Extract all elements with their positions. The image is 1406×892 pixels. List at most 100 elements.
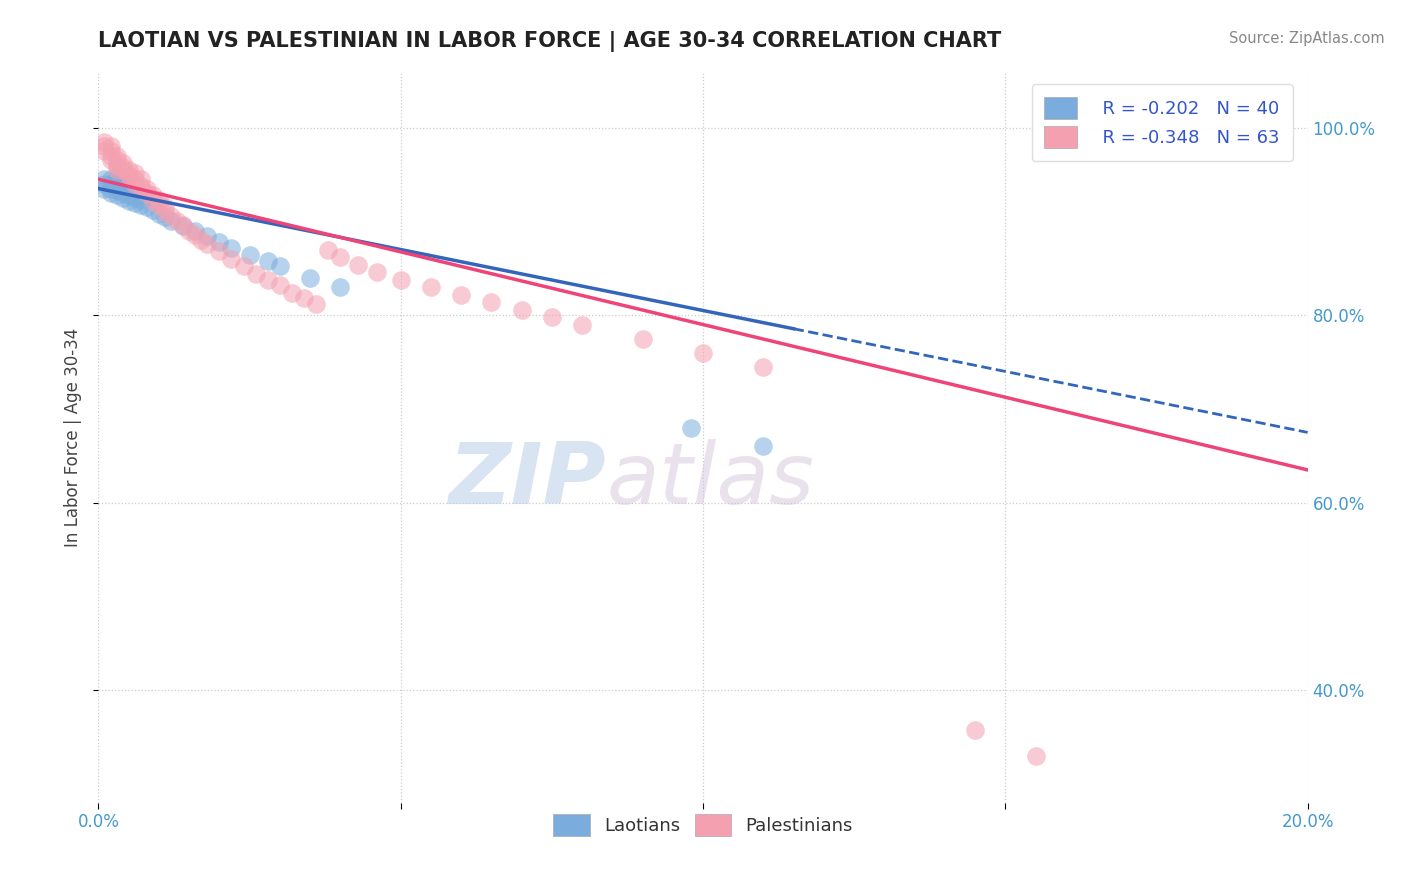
Point (752, 359, 775, 374)
Point (105, 158, 128, 172)
Point (124, 166, 146, 180)
Point (172, 219, 194, 233)
Point (129, 197, 152, 211)
Point (153, 205, 176, 219)
Point (100, 153, 122, 168)
Point (420, 280, 443, 294)
Point (105, 149, 128, 163)
Point (129, 172, 152, 186)
Point (166, 214, 188, 228)
Point (118, 168, 141, 182)
Point (1024, 748, 1046, 763)
Point (245, 267, 267, 281)
Point (148, 207, 170, 221)
Point (153, 200, 176, 214)
Point (105, 169, 128, 184)
Point (184, 224, 207, 238)
Point (305, 297, 328, 311)
Point (221, 252, 243, 266)
Point (124, 191, 146, 205)
Point (105, 175, 128, 189)
Point (142, 194, 165, 208)
Point (105, 158, 128, 172)
Point (118, 188, 141, 202)
Point (111, 156, 134, 170)
Point (124, 177, 146, 191)
Point (124, 195, 146, 210)
Point (292, 291, 315, 305)
Point (118, 169, 141, 184)
Point (172, 218, 194, 232)
Point (105, 184, 128, 198)
Point (111, 181, 134, 195)
Point (389, 272, 412, 286)
Point (256, 253, 278, 268)
Point (105, 153, 128, 168)
Point (190, 233, 212, 247)
Point (93, 181, 115, 195)
Point (100, 181, 122, 195)
Point (153, 210, 176, 224)
Point (239, 248, 262, 262)
Point (118, 194, 141, 208)
Point (347, 258, 370, 272)
Point (111, 191, 134, 205)
Point (135, 181, 157, 195)
Legend: Laotians, Palestinians: Laotians, Palestinians (544, 805, 862, 845)
Point (269, 278, 291, 293)
Point (540, 310, 562, 324)
Point (148, 193, 170, 207)
Point (93, 135, 115, 149)
Point (100, 172, 122, 186)
Point (221, 241, 243, 255)
Point (329, 250, 352, 264)
Point (195, 229, 218, 244)
Point (100, 149, 122, 163)
Point (208, 235, 231, 249)
Point (118, 162, 141, 177)
Point (571, 318, 593, 332)
Point (195, 236, 218, 251)
Point (93, 172, 115, 186)
Point (160, 209, 183, 223)
Point (93, 144, 115, 158)
Point (111, 162, 134, 177)
Point (142, 203, 165, 218)
Point (93, 139, 115, 153)
Point (105, 178, 128, 193)
Point (281, 285, 304, 300)
Point (160, 214, 183, 228)
Point (100, 144, 122, 158)
Point (111, 160, 134, 174)
Point (329, 280, 352, 294)
Point (481, 295, 503, 310)
Point (129, 178, 152, 193)
Point (135, 200, 157, 214)
Point (269, 260, 291, 274)
Point (111, 186, 134, 201)
Point (105, 188, 128, 202)
Point (692, 345, 714, 359)
Point (118, 184, 141, 198)
Point (631, 332, 654, 346)
Point (105, 162, 128, 177)
Point (450, 287, 472, 301)
Point (129, 193, 152, 207)
Text: LAOTIAN VS PALESTINIAN IN LABOR FORCE | AGE 30-34 CORRELATION CHART: LAOTIAN VS PALESTINIAN IN LABOR FORCE | … (98, 31, 1001, 53)
Point (93, 177, 115, 191)
Point (124, 172, 146, 186)
Point (510, 302, 533, 317)
Point (100, 186, 122, 201)
Text: atlas: atlas (606, 440, 814, 523)
Point (100, 177, 122, 191)
Point (148, 197, 170, 211)
Point (679, 420, 702, 434)
Point (184, 227, 207, 242)
Text: ZIP: ZIP (449, 440, 606, 523)
Point (299, 270, 322, 285)
Y-axis label: In Labor Force | Age 30-34: In Labor Force | Age 30-34 (65, 327, 83, 547)
Point (316, 243, 339, 257)
Text: Source: ZipAtlas.com: Source: ZipAtlas.com (1229, 31, 1385, 46)
Point (965, 723, 987, 737)
Point (100, 139, 122, 153)
